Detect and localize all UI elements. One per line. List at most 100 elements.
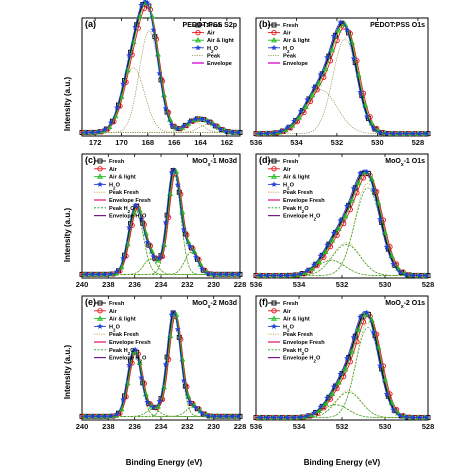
series-4-point: [192, 115, 200, 122]
legend-entry: H2O: [268, 44, 295, 53]
legend-marker: [97, 300, 103, 306]
legend-entry: Envelope: [268, 61, 308, 67]
series-4-point: [396, 268, 404, 275]
x-tick-label: 536: [250, 138, 263, 147]
series-4-point: [211, 271, 218, 277]
series-3-point: [342, 365, 349, 372]
series-4-point: [363, 309, 370, 316]
series-4-point: [264, 272, 271, 279]
series-4-point: [89, 129, 96, 136]
series-3-point: [315, 407, 322, 414]
series-3-point: [355, 326, 362, 332]
panel-title: MoOx-1 O1s: [385, 158, 425, 168]
series-4-point: [304, 96, 311, 103]
series-4-point: [350, 185, 357, 192]
series-4-point: [271, 272, 278, 279]
series-4-point: [290, 117, 298, 124]
legend-label: Fresh: [109, 301, 125, 307]
legend-marker: [194, 44, 202, 51]
series-4-point: [297, 413, 304, 420]
legend-label: Envelope H2O: [109, 356, 147, 364]
series-3-point: [348, 348, 355, 354]
series-4-point: [310, 261, 318, 268]
series-4-point: [168, 169, 175, 176]
legend-label: Fresh: [109, 159, 125, 165]
series-4-point: [350, 55, 357, 62]
series-4-point: [403, 413, 410, 420]
series-4-point: [101, 271, 108, 278]
series-4-point: [310, 409, 318, 416]
legend-marker: [97, 308, 103, 314]
legend-label: Air & light: [283, 175, 310, 181]
series-4-point: [317, 252, 324, 259]
legend-label: Air: [283, 167, 292, 173]
series-4-point: [423, 414, 430, 421]
series-4-point: [113, 410, 121, 417]
panel-3: 240 238 236 234 232 230 228 (c) MoOx-1 Mo3d Fresh…: [76, 153, 246, 289]
legend-marker: [271, 158, 277, 164]
legend-label: Envelope H2O: [283, 356, 321, 364]
y-axis-label-middle: Intensity (a.u.): [63, 208, 72, 263]
series-4-point: [235, 271, 242, 278]
legend-marker: [271, 166, 277, 172]
series-4-point: [180, 122, 187, 129]
series-4-point: [403, 130, 410, 137]
series-4-point: [83, 271, 90, 278]
series-line-4: [255, 21, 428, 135]
legend-entry: Air & light: [268, 315, 310, 323]
x-tick-label: 228: [234, 422, 247, 431]
series-4-point: [217, 125, 224, 132]
series-4-point: [423, 130, 430, 137]
series-4-point: [229, 271, 236, 278]
series-4-point: [290, 271, 298, 278]
legend-entry: Envelope Fresh: [94, 198, 151, 204]
panel-title: MoOx-2 Mo3d: [192, 300, 237, 310]
series-4-point: [156, 397, 163, 404]
legend-label: H2O: [109, 182, 121, 190]
series-4-point: [186, 398, 193, 405]
x-tick-label: 232: [181, 280, 194, 289]
legend-label: Peak: [283, 53, 297, 59]
legend-marker: [271, 29, 277, 36]
legend-label: Peak H2O: [109, 206, 135, 214]
series-4-point: [409, 414, 417, 421]
legend-label: Peak Fresh: [283, 190, 313, 196]
x-tick-label: 530: [379, 280, 392, 289]
series-4-point: [383, 130, 390, 137]
series-4-point: [144, 398, 151, 405]
legend-marker: [271, 300, 277, 306]
series-line-3: [256, 313, 428, 419]
x-tick-label: 238: [102, 422, 115, 431]
legend-entry: Air & light: [192, 36, 234, 44]
legend-entry: Air & light: [94, 315, 136, 323]
series-4-point: [95, 271, 102, 278]
series-3-point: [289, 122, 296, 128]
series-4-point: [357, 169, 364, 176]
x-tick-label: 230: [207, 422, 220, 431]
series-4-point: [370, 329, 377, 336]
series-4-point: [101, 126, 108, 133]
x-tick-label: 232: [181, 422, 194, 431]
panel-4: 536 534 532 530 528 (d) MoOx-1 O1s Fresh Air Air …: [250, 153, 434, 289]
series-4-point: [235, 129, 242, 136]
legend-entry: Fresh: [94, 300, 125, 307]
x-tick-label: 530: [371, 138, 384, 147]
series-4-point: [337, 370, 344, 377]
panel-label: (e): [85, 297, 96, 307]
series-3-point: [309, 265, 316, 271]
legend-marker: [271, 173, 277, 179]
legend-entry: Peak H2O: [94, 348, 135, 355]
legend-label: Envelope Fresh: [283, 340, 325, 346]
series-4-point: [132, 202, 139, 209]
legend-marker: [195, 22, 201, 28]
series-4-point: [138, 1, 145, 8]
x-tick-label: 236: [128, 280, 141, 289]
x-tick-label: 230: [207, 280, 220, 289]
x-tick-label: 172: [89, 138, 102, 147]
series-4-point: [174, 125, 181, 132]
series-4-point: [150, 253, 157, 260]
series-4-point: [277, 414, 284, 421]
x-tick-label: 536: [250, 422, 263, 431]
series-4-point: [132, 346, 139, 353]
legend-label: Envelope Fresh: [283, 198, 325, 204]
